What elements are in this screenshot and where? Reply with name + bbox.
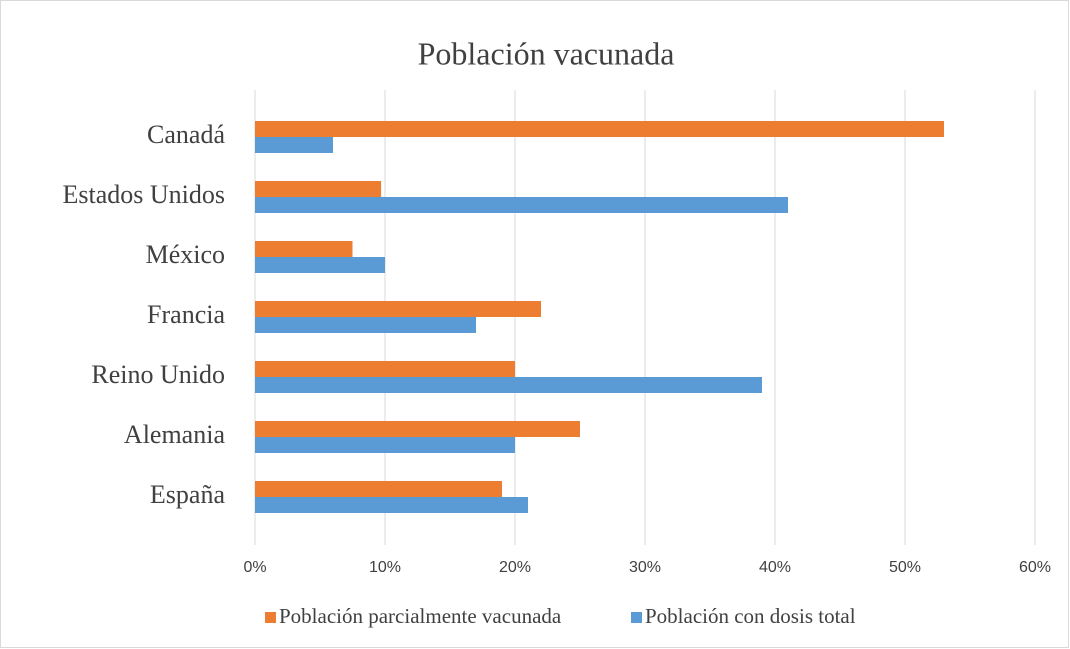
bar	[255, 197, 788, 213]
y-tick-label: España	[150, 480, 226, 509]
x-tick-label: 0%	[243, 559, 266, 576]
y-tick-label: Alemania	[124, 420, 226, 449]
y-tick-label: Reino Unido	[91, 360, 225, 389]
bar	[255, 121, 944, 137]
bar	[255, 377, 762, 393]
legend-label: Población parcialmente vacunada	[279, 604, 562, 628]
x-tick-label: 20%	[499, 559, 531, 576]
x-tick-label: 50%	[889, 559, 921, 576]
legend-label: Población con dosis total	[645, 604, 856, 628]
bar	[255, 421, 580, 437]
bar	[255, 361, 515, 377]
x-tick-label: 40%	[759, 559, 791, 576]
legend-swatch	[265, 612, 276, 623]
bar	[255, 481, 502, 497]
x-tick-label: 10%	[369, 559, 401, 576]
bar	[255, 317, 476, 333]
y-tick-label: México	[146, 240, 225, 269]
bar	[255, 437, 515, 453]
legend-swatch	[631, 612, 642, 623]
bar	[255, 181, 382, 197]
bar	[255, 257, 385, 273]
x-tick-label: 60%	[1019, 559, 1051, 576]
bar	[255, 241, 353, 257]
y-tick-label: Estados Unidos	[63, 180, 226, 209]
y-tick-label: Francia	[147, 300, 225, 329]
chart-title: Población vacunada	[418, 35, 675, 71]
x-tick-label: 30%	[629, 559, 661, 576]
y-tick-label: Canadá	[147, 120, 225, 149]
bar	[255, 137, 333, 153]
bar	[255, 301, 541, 317]
bar	[255, 497, 528, 513]
